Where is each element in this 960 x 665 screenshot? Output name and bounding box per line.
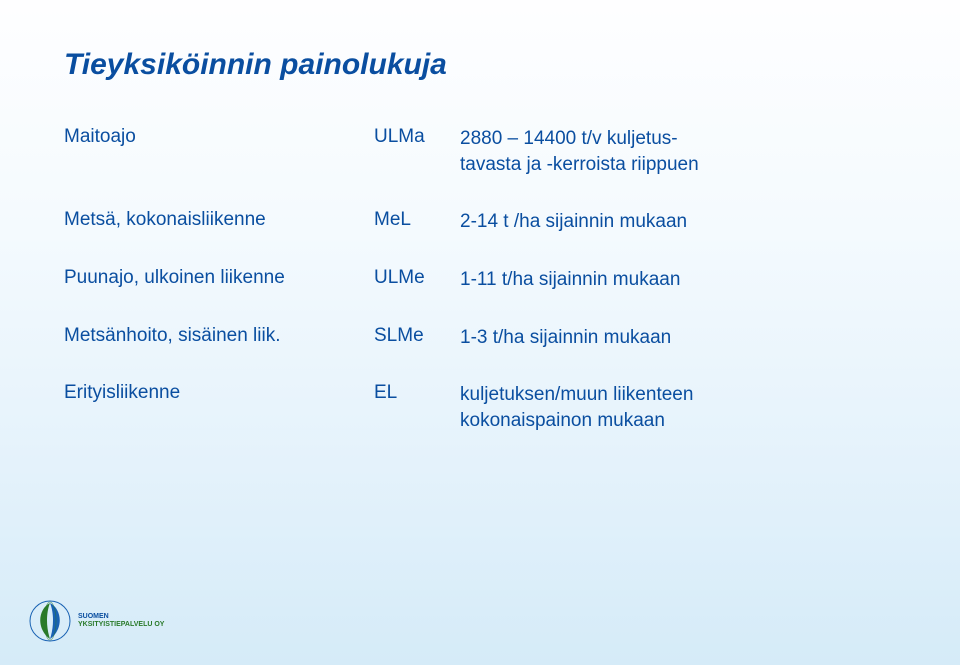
- table-row: Puunajo, ulkoinen liikenne ULMe 1-11 t/h…: [64, 267, 896, 293]
- table-row: Metsänhoito, sisäinen liik. SLMe 1-3 t/h…: [64, 325, 896, 351]
- data-rows: Maitoajo ULMa 2880 – 14400 t/v kuljetus-…: [64, 126, 896, 433]
- row-desc: 2-14 t /ha sijainnin mukaan: [460, 209, 896, 235]
- row-code: MeL: [374, 209, 460, 231]
- row-label: Metsä, kokonaisliikenne: [64, 209, 374, 231]
- table-row: Metsä, kokonaisliikenne MeL 2-14 t /ha s…: [64, 209, 896, 235]
- row-label: Puunajo, ulkoinen liikenne: [64, 267, 374, 289]
- table-row: Erityisliikenne EL kuljetuksen/muun liik…: [64, 382, 896, 433]
- row-code: ULMe: [374, 267, 460, 289]
- logo-line2: YKSITYISTIEPALVELU OY: [78, 621, 164, 629]
- row-label: Maitoajo: [64, 126, 374, 148]
- page-title: Tieyksiköinnin painolukuja: [64, 48, 896, 82]
- row-label: Metsänhoito, sisäinen liik.: [64, 325, 374, 347]
- logo-icon: [28, 599, 72, 643]
- row-code: ULMa: [374, 126, 460, 148]
- logo-line1: SUOMEN: [78, 613, 164, 621]
- row-desc: 2880 – 14400 t/v kuljetus- tavasta ja -k…: [460, 126, 896, 177]
- row-desc: 1-11 t/ha sijainnin mukaan: [460, 267, 896, 293]
- row-code: EL: [374, 382, 460, 404]
- row-label: Erityisliikenne: [64, 382, 374, 404]
- footer-logo: SUOMEN YKSITYISTIEPALVELU OY: [28, 599, 164, 643]
- row-code: SLMe: [374, 325, 460, 347]
- table-row: Maitoajo ULMa 2880 – 14400 t/v kuljetus-…: [64, 126, 896, 177]
- row-desc: 1-3 t/ha sijainnin mukaan: [460, 325, 896, 351]
- slide: Tieyksiköinnin painolukuja Maitoajo ULMa…: [0, 0, 960, 665]
- logo-text: SUOMEN YKSITYISTIEPALVELU OY: [78, 613, 164, 628]
- row-desc: kuljetuksen/muun liikenteen kokonaispain…: [460, 382, 896, 433]
